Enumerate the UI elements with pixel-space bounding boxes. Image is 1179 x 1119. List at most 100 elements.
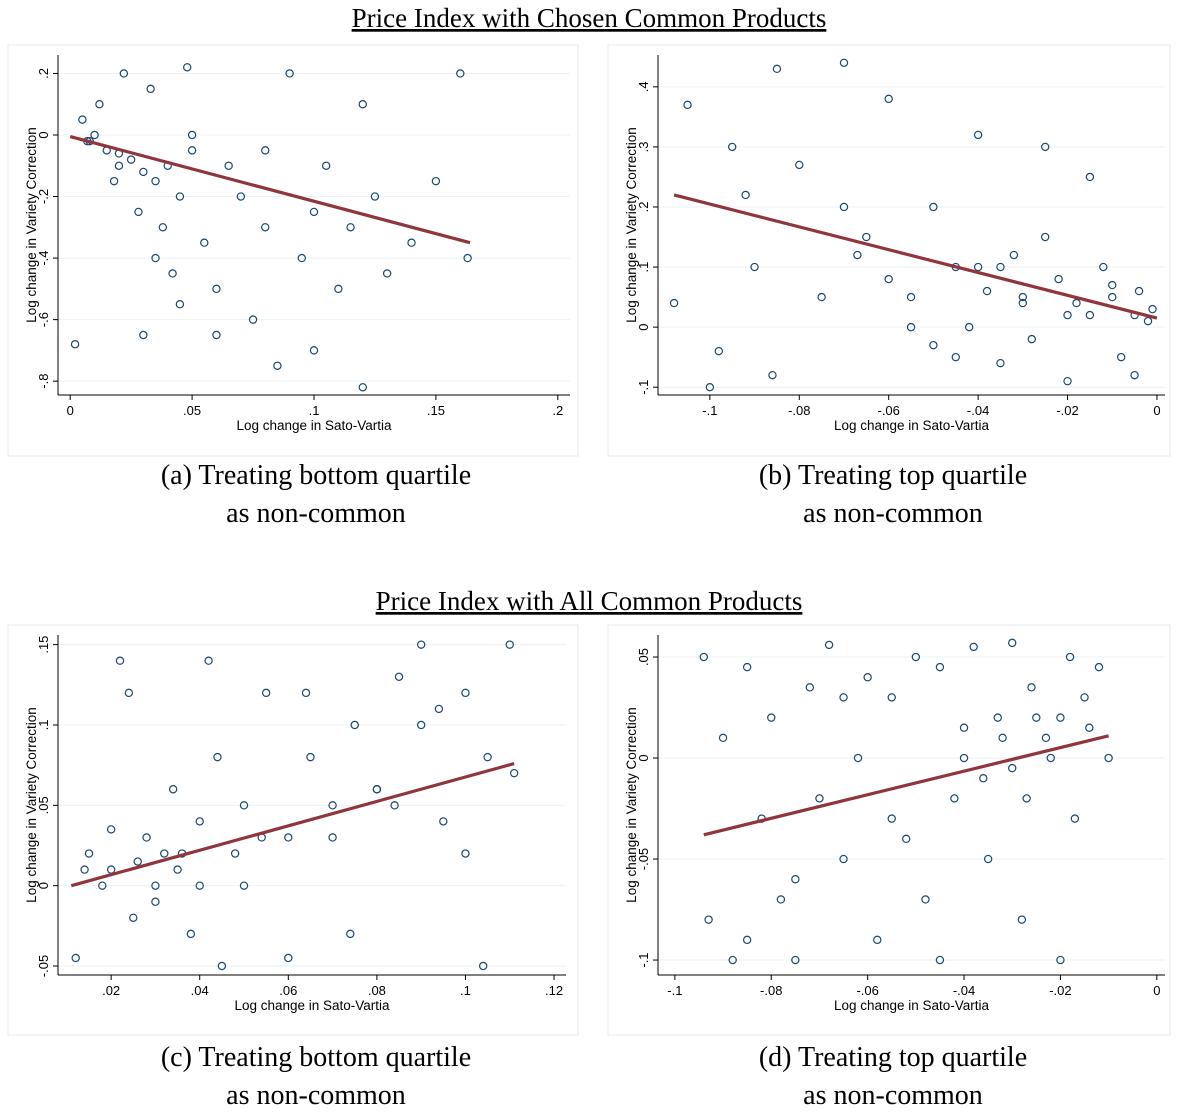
data-point	[224, 161, 233, 170]
data-point	[969, 642, 978, 652]
data-point	[142, 833, 151, 842]
data-point	[839, 854, 848, 864]
data-point	[505, 640, 514, 649]
y-tick-label: -.6	[36, 312, 51, 327]
y-tick-label: -.05	[36, 955, 51, 977]
data-point	[1094, 662, 1104, 672]
x-tick-label: .12	[545, 983, 563, 998]
data-point	[998, 733, 1007, 743]
panel-frame	[607, 624, 1171, 1036]
data-point	[951, 352, 960, 362]
data-point	[1018, 292, 1028, 302]
y-tick-label: .3	[636, 141, 651, 152]
data-point	[114, 161, 124, 170]
data-point	[80, 865, 89, 874]
data-point	[212, 284, 221, 294]
panel-frame	[7, 44, 579, 457]
data-point	[1108, 292, 1117, 302]
data-point	[478, 961, 488, 971]
data-point	[134, 207, 143, 217]
y-tick-label: .2	[636, 202, 651, 213]
y-tick-label: .05	[36, 796, 51, 814]
caption: (d) Treating top quartile	[759, 1042, 1027, 1073]
data-point	[911, 652, 921, 662]
x-tick-label: -.02	[1056, 403, 1078, 418]
x-tick-label: .05	[183, 403, 201, 418]
data-point	[699, 652, 708, 662]
data-point	[70, 340, 80, 349]
y-tick-label: .1	[636, 262, 651, 273]
data-point	[683, 100, 692, 110]
data-point	[434, 704, 444, 714]
x-tick-label: .02	[102, 983, 120, 998]
data-point	[328, 801, 337, 810]
x-tick-label: -.02	[1049, 983, 1071, 998]
y-tick-label: .4	[636, 81, 651, 92]
data-point	[1063, 310, 1072, 320]
data-point	[390, 801, 399, 810]
data-point	[306, 752, 315, 762]
x-tick-label: .2	[552, 403, 563, 418]
data-point	[78, 115, 87, 124]
data-point	[887, 693, 896, 702]
data-point	[741, 190, 750, 200]
data-point	[284, 953, 293, 963]
data-point	[106, 825, 116, 834]
data-point	[1148, 304, 1157, 314]
x-tick-label: -.08	[760, 983, 782, 998]
data-point	[416, 640, 426, 649]
data-point	[168, 785, 178, 794]
data-point	[151, 897, 160, 906]
x-tick-label: .04	[191, 983, 209, 998]
data-point	[285, 69, 294, 78]
data-point	[119, 69, 129, 78]
data-point	[115, 656, 125, 665]
data-point	[906, 292, 916, 302]
y-tick-label: .1	[36, 720, 51, 731]
data-point	[1134, 286, 1144, 296]
fit-line	[703, 734, 1109, 837]
data-point	[1130, 370, 1139, 380]
data-point	[195, 817, 204, 826]
x-tick-label: .06	[279, 983, 297, 998]
x-tick-label: .08	[368, 983, 386, 998]
data-point	[873, 935, 882, 945]
data-point	[321, 161, 331, 170]
y-tick-label: .15	[36, 636, 51, 654]
data-point	[1056, 955, 1065, 965]
data-point	[839, 693, 848, 702]
data-point	[334, 284, 343, 294]
data-point	[669, 298, 679, 308]
data-point	[839, 58, 849, 68]
y-tick-label: -.1	[636, 952, 651, 967]
data-point	[346, 929, 355, 939]
panel: .15 .1 .05 0 -.05 .02 .04 .06 .08 .1 .12 Log change…	[7, 624, 579, 1111]
data-point	[71, 953, 80, 963]
x-tick-label: 0	[1153, 983, 1160, 998]
data-point	[853, 753, 863, 763]
x-axis-title: Log change in Sato-Vartia	[834, 998, 990, 1013]
data-point	[718, 733, 728, 743]
data-point	[996, 262, 1005, 272]
y-tick-label: 0	[36, 882, 51, 889]
data-point	[959, 753, 969, 763]
data-point	[483, 752, 492, 762]
data-point	[1065, 652, 1075, 662]
x-tick-label: 0	[1153, 403, 1160, 418]
data-point	[372, 785, 382, 794]
data-point	[160, 849, 169, 858]
caption: as non-common	[226, 498, 406, 529]
y-axis-title: Log change in Variety Correction	[24, 127, 39, 323]
data-point	[1041, 733, 1051, 743]
data-point	[301, 688, 311, 698]
data-point	[248, 315, 258, 324]
y-tick-label: 0	[636, 324, 651, 331]
data-point	[805, 683, 815, 692]
data-point	[346, 223, 355, 232]
data-point	[817, 292, 826, 302]
data-point	[1008, 638, 1017, 648]
data-point	[815, 794, 824, 803]
data-point	[901, 834, 911, 844]
